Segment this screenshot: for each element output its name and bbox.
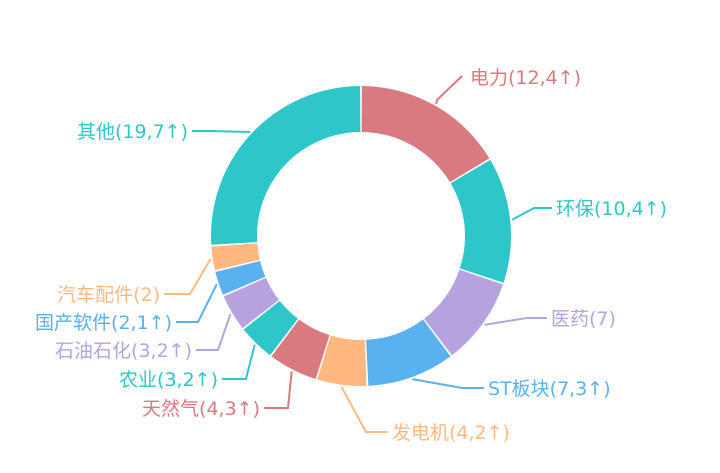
leader-line-8 [196, 313, 232, 351]
slice-2[interactable] [450, 159, 511, 283]
labels-layer: 电力(12,4↑) 环保(10,4↑) 医药(7) ST板块(7,3↑) 发电机(4,2… [35, 67, 667, 444]
leader-line-6 [264, 371, 293, 409]
leader-line-9 [176, 283, 218, 323]
slice-label-4: ST板块(7,3↑) [488, 378, 611, 400]
leader-line-11 [192, 130, 251, 133]
slice-3[interactable] [424, 269, 503, 356]
slice-label-2: 环保(10,4↑) [556, 198, 667, 220]
slice-4[interactable] [366, 319, 451, 386]
slice-8[interactable] [223, 277, 279, 329]
slice-label-8: 石油石化(3,2↑) [55, 340, 192, 362]
leader-lines-layer [164, 75, 552, 433]
leader-line-5 [340, 386, 388, 433]
leader-line-3 [484, 317, 547, 326]
slice-label-3: 医药(7) [551, 308, 616, 330]
slice-label-9: 国产软件(2,1↑) [35, 312, 172, 334]
leader-line-4 [412, 378, 484, 389]
slice-1[interactable] [361, 86, 490, 183]
leader-line-7 [222, 344, 256, 380]
slice-label-5: 发电机(4,2↑) [392, 422, 510, 444]
leader-line-2 [511, 207, 552, 221]
slice-label-7: 农业(3,2↑) [119, 369, 218, 391]
slices-layer [211, 86, 511, 387]
slice-label-10: 汽车配件(2) [57, 284, 160, 306]
slice-label-6: 天然气(4,3↑) [142, 398, 260, 420]
slice-9[interactable] [215, 261, 266, 295]
leader-line-10 [164, 258, 212, 295]
leader-line-1 [435, 75, 463, 105]
slice-5[interactable] [317, 335, 367, 387]
slice-11[interactable] [211, 86, 361, 245]
slice-label-1: 电力(12,4↑) [470, 67, 581, 89]
slice-7[interactable] [243, 300, 298, 356]
slice-6[interactable] [271, 319, 330, 379]
slice-label-11: 其他(19,7↑) [77, 121, 188, 143]
slice-10[interactable] [211, 243, 260, 271]
